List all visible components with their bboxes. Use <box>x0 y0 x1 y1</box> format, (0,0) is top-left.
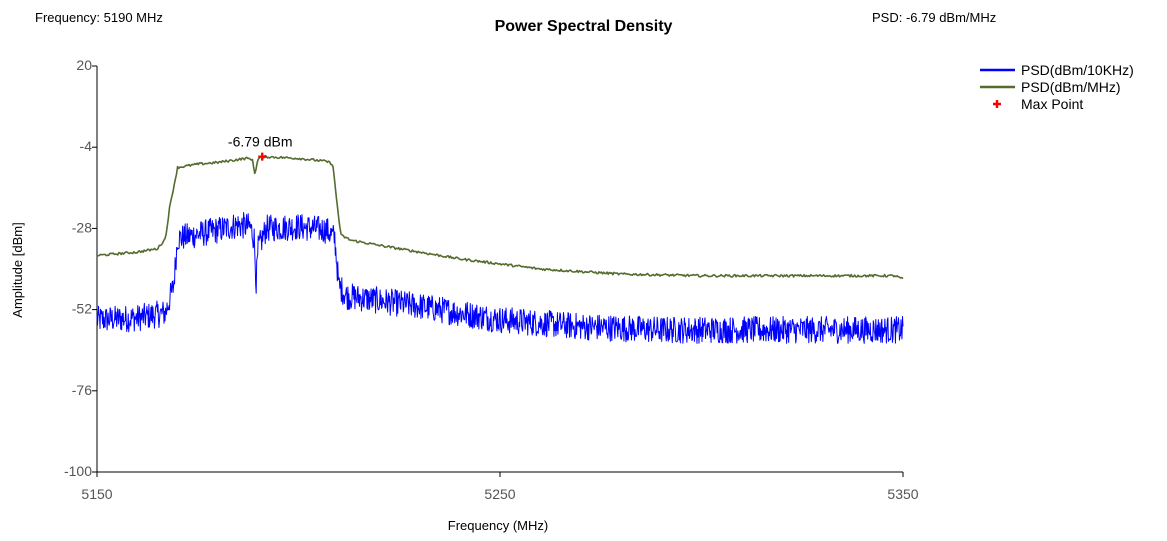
marker-layer: -6.79 dBm <box>228 134 293 161</box>
y-axis-label: Amplitude [dBm] <box>10 222 25 317</box>
max-point-label: -6.79 dBm <box>228 134 293 150</box>
legend-swatch-max-point <box>993 100 1001 108</box>
axes: 20 -4 -28 -52 -76 -100 5150 5250 5350 <box>64 57 919 502</box>
legend-label-1: PSD(dBm/MHz) <box>1021 79 1121 95</box>
y-tick-label: -52 <box>72 301 92 317</box>
x-tick-label: 5350 <box>887 486 918 502</box>
y-tick-label: 20 <box>76 57 92 73</box>
x-axis-label: Frequency (MHz) <box>448 518 548 533</box>
y-tick-label: -76 <box>72 382 92 398</box>
legend-label-max-point: Max Point <box>1021 96 1083 112</box>
frequency-readout: Frequency: 5190 MHz <box>35 10 163 25</box>
series-line-0 <box>96 211 904 344</box>
y-tick-label: -4 <box>80 138 93 154</box>
y-tick-label: -28 <box>72 219 92 235</box>
series-layer <box>96 154 904 344</box>
legend-label-0: PSD(dBm/10KHz) <box>1021 62 1134 78</box>
max-point-marker <box>258 152 267 161</box>
series-line-1 <box>96 154 904 280</box>
y-tick-label: -100 <box>64 463 92 479</box>
psd-readout: PSD: -6.79 dBm/MHz <box>872 10 997 25</box>
legend: PSD(dBm/10KHz)PSD(dBm/MHz)Max Point <box>980 62 1134 112</box>
x-tick-label: 5150 <box>81 486 112 502</box>
x-tick-label: 5250 <box>484 486 515 502</box>
chart-title: Power Spectral Density <box>494 18 673 35</box>
